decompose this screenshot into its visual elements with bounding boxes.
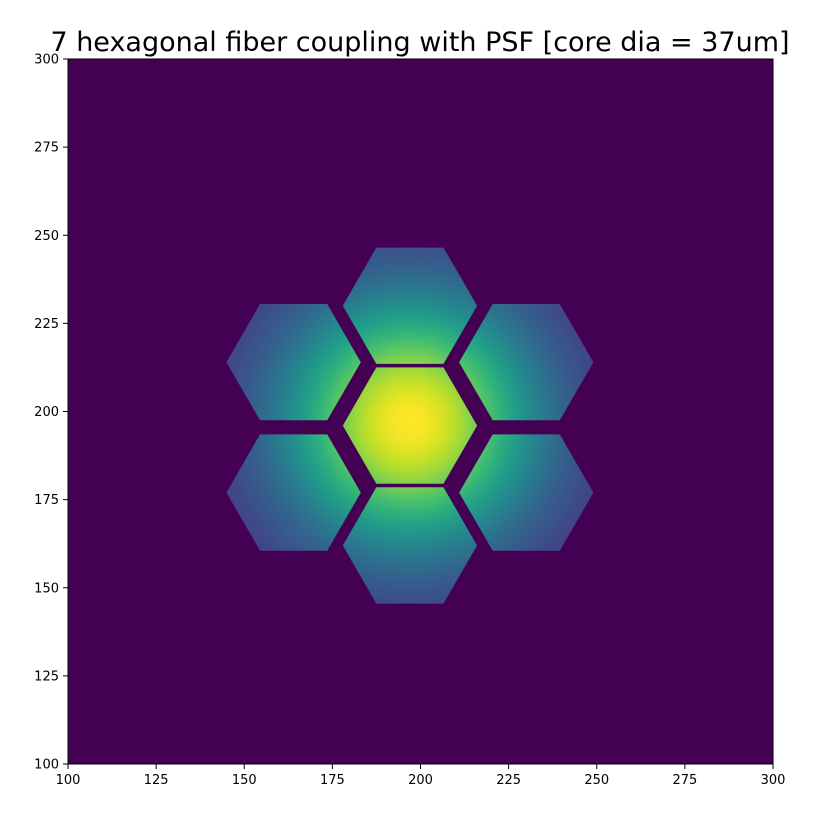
hexagon-bottom <box>342 487 478 604</box>
hexagon-center <box>342 367 478 484</box>
hexagon-lower-right <box>459 434 594 551</box>
x-axis: 100 125 150 175 200 225 250 275 300 <box>56 764 786 788</box>
y-tick-label: 225 <box>34 317 59 332</box>
x-tick-label: 225 <box>496 773 521 788</box>
y-tick-label: 100 <box>34 758 59 773</box>
hexagon-upper-left <box>226 304 361 421</box>
fiber-hexagons <box>226 247 594 604</box>
y-tick-label: 275 <box>34 141 59 156</box>
hexagon-lower-left <box>226 434 361 551</box>
y-tick-label: 175 <box>34 493 59 508</box>
x-tick-label: 150 <box>232 773 257 788</box>
chart-title: 7 hexagonal fiber coupling with PSF [cor… <box>50 27 789 58</box>
x-tick-label: 300 <box>761 773 786 788</box>
y-tick-label: 200 <box>34 405 59 420</box>
y-axis: 100 125 150 175 200 225 250 275 300 <box>34 53 68 773</box>
x-tick-label: 100 <box>56 773 81 788</box>
hexagon-top <box>342 247 478 364</box>
x-tick-label: 125 <box>144 773 169 788</box>
x-tick-label: 200 <box>408 773 433 788</box>
y-tick-label: 300 <box>34 53 59 68</box>
hexagon-upper-right <box>459 304 594 421</box>
x-tick-label: 250 <box>584 773 609 788</box>
y-tick-label: 150 <box>34 581 59 596</box>
y-tick-label: 250 <box>34 229 59 244</box>
plot-area <box>67 58 774 765</box>
x-tick-label: 175 <box>320 773 345 788</box>
x-tick-label: 275 <box>672 773 697 788</box>
y-tick-label: 125 <box>34 669 59 684</box>
